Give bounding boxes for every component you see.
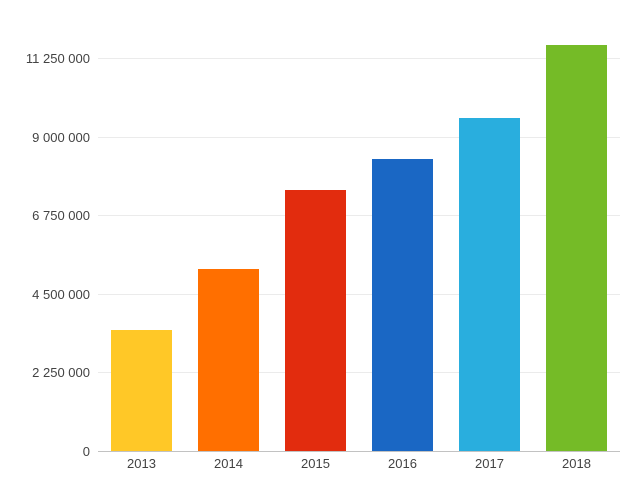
bar-2013[interactable] xyxy=(111,329,172,452)
bar-2017[interactable] xyxy=(459,118,520,452)
x-tick-label: 2015 xyxy=(301,456,330,471)
gridline xyxy=(98,136,620,138)
bar-slot xyxy=(98,20,185,452)
bar-slot xyxy=(359,20,446,452)
x-tick-label: 2018 xyxy=(562,456,591,471)
y-tick-label: 0 xyxy=(82,444,90,459)
x-tick-label: 2014 xyxy=(214,456,243,471)
bar-slot xyxy=(446,20,533,452)
y-tick-label: 2 250 000 xyxy=(32,365,90,381)
bar-slot xyxy=(185,20,272,452)
y-tick-label: 9 000 000 xyxy=(32,129,90,145)
y-axis-labels: 0 2 250 000 4 500 000 6 750 000 9 000 000 11 … xyxy=(0,0,90,496)
bar-slot xyxy=(533,20,620,452)
x-axis-line xyxy=(98,451,620,452)
bar-2014[interactable] xyxy=(198,268,259,452)
x-tick-label: 2013 xyxy=(127,456,156,471)
bar-slot xyxy=(272,20,359,452)
gridline xyxy=(98,215,620,217)
gridline xyxy=(98,372,620,374)
x-tick-label: 2016 xyxy=(388,456,417,471)
gridline xyxy=(98,58,620,59)
bar-2018[interactable] xyxy=(546,45,607,452)
bar-2016[interactable] xyxy=(372,158,433,452)
y-tick-label: 6 750 000 xyxy=(32,208,90,224)
plot-area xyxy=(98,20,620,452)
y-tick-label: 11 250 000 xyxy=(25,51,90,66)
gridline xyxy=(98,293,620,295)
y-tick-label: 4 500 000 xyxy=(32,286,90,302)
bars-container xyxy=(98,20,620,452)
x-axis-labels: 2013 2014 2015 2016 2017 2018 xyxy=(98,456,620,472)
bar-2015[interactable] xyxy=(285,190,346,452)
x-tick-label: 2017 xyxy=(475,456,504,471)
